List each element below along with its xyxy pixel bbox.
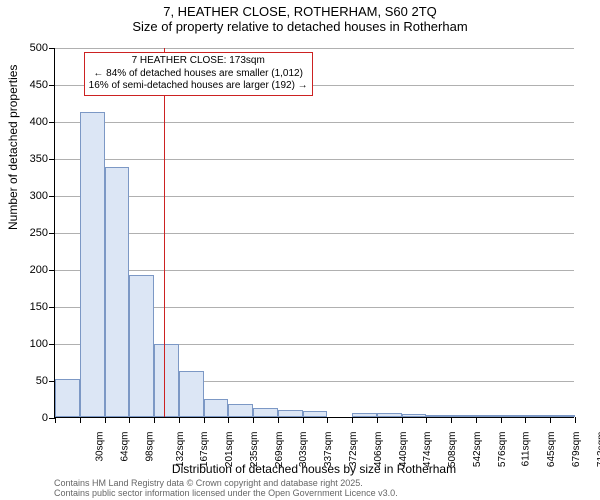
grid-line	[55, 159, 574, 160]
y-tick-label: 300	[8, 190, 48, 202]
x-tick	[105, 417, 106, 423]
y-tick	[49, 233, 55, 234]
histogram-bar	[525, 415, 550, 417]
title-line2: Size of property relative to detached ho…	[0, 19, 600, 34]
x-tick	[451, 417, 452, 423]
grid-line	[55, 122, 574, 123]
histogram-bar	[377, 413, 402, 417]
x-tick	[550, 417, 551, 423]
plot-area: 7 HEATHER CLOSE: 173sqm← 84% of detached…	[54, 48, 574, 418]
y-tick-label: 500	[8, 42, 48, 54]
chart-container: 7, HEATHER CLOSE, ROTHERHAM, S60 2TQ Siz…	[0, 0, 600, 500]
histogram-bar	[105, 167, 130, 417]
histogram-bar	[204, 399, 229, 418]
histogram-bar	[278, 410, 303, 417]
histogram-bar	[550, 415, 575, 417]
x-tick-label: 64sqm	[120, 432, 131, 462]
y-tick	[49, 196, 55, 197]
histogram-bar	[228, 404, 253, 417]
y-tick-label: 0	[8, 412, 48, 424]
y-tick-label: 150	[8, 301, 48, 313]
y-tick	[49, 344, 55, 345]
x-tick	[525, 417, 526, 423]
grid-line	[55, 270, 574, 271]
y-tick	[49, 48, 55, 49]
grid-line	[55, 196, 574, 197]
x-tick	[575, 417, 576, 423]
x-tick	[377, 417, 378, 423]
x-tick	[129, 417, 130, 423]
y-tick	[49, 270, 55, 271]
x-tick	[179, 417, 180, 423]
histogram-bar	[501, 415, 526, 417]
x-axis-title: Distribution of detached houses by size …	[54, 462, 574, 476]
x-tick	[228, 417, 229, 423]
histogram-bar	[179, 371, 204, 417]
y-tick-label: 450	[8, 79, 48, 91]
annotation-line: ← 84% of detached houses are smaller (1,…	[89, 68, 308, 81]
y-tick	[49, 85, 55, 86]
y-tick-label: 400	[8, 116, 48, 128]
x-tick	[80, 417, 81, 423]
annotation-line: 16% of semi-detached houses are larger (…	[89, 80, 308, 93]
x-tick	[402, 417, 403, 423]
y-tick-label: 100	[8, 338, 48, 350]
histogram-bar	[154, 344, 179, 417]
y-tick-label: 350	[8, 153, 48, 165]
grid-line	[55, 233, 574, 234]
histogram-bar	[80, 112, 105, 417]
x-tick	[501, 417, 502, 423]
histogram-bar	[402, 414, 427, 417]
histogram-bar	[303, 411, 328, 417]
x-tick	[327, 417, 328, 423]
footer-line2: Contains public sector information licen…	[54, 488, 398, 498]
y-tick	[49, 159, 55, 160]
title-line1: 7, HEATHER CLOSE, ROTHERHAM, S60 2TQ	[0, 4, 600, 19]
x-tick	[476, 417, 477, 423]
histogram-bar	[476, 415, 501, 417]
histogram-bar	[253, 408, 278, 417]
y-tick-label: 200	[8, 264, 48, 276]
reference-line	[164, 48, 165, 417]
x-tick	[278, 417, 279, 423]
histogram-bar	[352, 413, 377, 417]
x-tick	[154, 417, 155, 423]
grid-line	[55, 48, 574, 49]
histogram-bar	[129, 275, 154, 417]
footer-line1: Contains HM Land Registry data © Crown c…	[54, 478, 398, 488]
x-tick	[303, 417, 304, 423]
title-block: 7, HEATHER CLOSE, ROTHERHAM, S60 2TQ Siz…	[0, 0, 600, 34]
footer-attribution: Contains HM Land Registry data © Crown c…	[54, 478, 398, 499]
x-tick	[204, 417, 205, 423]
chart-area: 7 HEATHER CLOSE: 173sqm← 84% of detached…	[54, 48, 574, 418]
y-tick	[49, 307, 55, 308]
y-tick	[49, 122, 55, 123]
x-tick-label: 98sqm	[144, 432, 155, 462]
x-tick	[55, 417, 56, 423]
annotation-line: 7 HEATHER CLOSE: 173sqm	[89, 55, 308, 68]
x-tick	[352, 417, 353, 423]
x-tick	[253, 417, 254, 423]
y-tick-label: 50	[8, 375, 48, 387]
x-tick	[426, 417, 427, 423]
histogram-bar	[426, 415, 451, 417]
histogram-bar	[451, 415, 476, 417]
y-tick-label: 250	[8, 227, 48, 239]
x-tick-label: 30sqm	[95, 432, 106, 462]
histogram-bar	[55, 379, 80, 417]
annotation-box: 7 HEATHER CLOSE: 173sqm← 84% of detached…	[84, 52, 313, 96]
x-tick-label: 713sqm	[596, 432, 600, 468]
